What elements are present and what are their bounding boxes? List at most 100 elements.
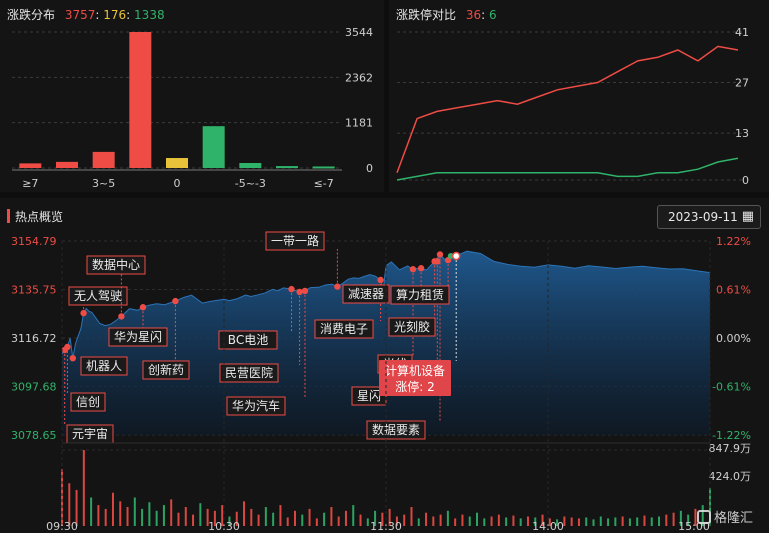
volume-bar	[250, 508, 253, 526]
title-accent-bar	[7, 209, 10, 223]
marker-label: 华为汽车	[232, 398, 280, 413]
marker-label-box	[265, 231, 325, 251]
tooltip-box	[379, 360, 451, 396]
dist-sep-1: :	[95, 8, 100, 22]
volume-bar	[228, 516, 231, 526]
volume-bar	[104, 508, 107, 526]
dist-y-tick: 0	[366, 162, 373, 175]
dist-x-tick: 3~5	[92, 177, 115, 190]
volume-bar	[192, 514, 195, 526]
volume-bar	[687, 514, 690, 526]
volume-bar	[170, 499, 173, 526]
marker-dot	[69, 354, 77, 362]
limit-title-row: 涨跌停对比 36: 6	[396, 6, 497, 23]
dist-bar	[166, 158, 188, 168]
volume-bar	[454, 518, 457, 526]
volume-bar	[439, 514, 442, 526]
dist-x-tick: 0	[174, 177, 181, 190]
hot-y-tick-left: 3078.65	[11, 429, 57, 442]
hot-x-tick: 11:30	[370, 520, 402, 533]
marker-dot-active	[451, 251, 461, 261]
marker-dot	[409, 266, 417, 273]
marker-dot	[434, 258, 441, 265]
volume-bar	[585, 517, 588, 526]
volume-bar	[570, 517, 573, 526]
volume-bar	[577, 518, 580, 526]
volume-bar	[563, 516, 566, 526]
hot-y-tick-left: 3116.72	[11, 332, 57, 345]
volume-bar	[133, 497, 136, 526]
marker-label-box	[226, 396, 286, 416]
volume-bar	[534, 517, 537, 526]
hot-y-tick-left: 3097.68	[11, 381, 57, 394]
volume-tick: 847.9万	[709, 442, 752, 455]
volume-bar	[235, 511, 238, 526]
marker-label: 数据要素	[372, 422, 420, 437]
marker-label-box	[70, 392, 106, 412]
dist-y-tick: 2362	[345, 71, 373, 84]
dist-bar	[202, 126, 225, 168]
volume-bar	[381, 512, 384, 526]
dist-bar	[239, 163, 262, 168]
volume-bar	[344, 510, 347, 526]
limit-y-tick: 0	[742, 174, 749, 187]
volume-bar	[468, 516, 471, 526]
volume-bar	[679, 510, 682, 526]
marker-dot	[118, 313, 125, 320]
volume-bar	[636, 517, 639, 526]
volume-bar	[352, 505, 355, 526]
marker-label: 消费电子	[320, 322, 368, 336]
volume-bar	[650, 517, 653, 526]
hot-x-tick: 09:30	[46, 520, 78, 533]
volume-bar	[155, 510, 158, 526]
volume-bar	[177, 512, 180, 526]
watermark: 格隆汇	[697, 507, 753, 526]
marker-label-box	[142, 360, 190, 380]
marker-label-box	[108, 327, 168, 347]
date-picker[interactable]: 2023-09-11 ▦	[657, 205, 761, 229]
marker-label: 创新药	[148, 362, 184, 377]
volume-bar	[643, 515, 646, 526]
hot-x-tick: 10:30	[208, 520, 240, 533]
volume-bar	[548, 518, 551, 526]
limit-up-count: 36	[465, 8, 482, 22]
volume-bar	[97, 505, 100, 526]
marker-dot	[334, 283, 341, 290]
volume-bar	[519, 518, 522, 526]
calendar-icon[interactable]: ▦	[741, 209, 754, 224]
hot-y-tick-right: 1.22%	[716, 235, 751, 248]
limit-y-tick: 13	[735, 127, 749, 140]
limit-title: 涨跌停对比	[396, 8, 457, 22]
dist-bar	[276, 166, 298, 169]
volume-bar	[432, 516, 435, 526]
marker-label: 减速器	[348, 287, 384, 301]
volume-bar	[621, 516, 624, 526]
marker-label: 星闪	[357, 389, 381, 403]
volume-bar	[279, 505, 282, 526]
volume-bar	[330, 507, 333, 526]
marker-label: 华为星闪	[114, 330, 162, 344]
marker-label-box	[342, 284, 390, 304]
hot-y-tick-right: -0.61%	[712, 381, 751, 394]
marker-label-box	[366, 420, 426, 440]
marker-dot	[139, 304, 147, 311]
watermark-text: 格隆汇	[714, 511, 754, 526]
marker-label-box	[68, 286, 128, 306]
hot-y-tick-right: -1.22%	[712, 429, 751, 442]
marker-label: 机器人	[86, 359, 122, 373]
marker-dot	[377, 276, 384, 284]
marker-dot	[436, 251, 444, 258]
volume-bar	[628, 518, 631, 526]
marker-label-box	[218, 330, 278, 350]
volume-bar	[541, 514, 544, 526]
volume-bar	[483, 518, 486, 526]
hot-overview-chart: 3154.79 1.22% 3135.75 0.61% 3116.72 0.00% 3097…	[11, 231, 752, 533]
volume-bar	[526, 516, 529, 526]
marker-label-box	[80, 356, 128, 376]
dist-bar	[56, 161, 78, 168]
volume-bar	[199, 503, 202, 526]
volume-bar	[148, 502, 151, 526]
dist-x-tick: -5~-3	[235, 177, 266, 190]
volume-bar	[162, 505, 165, 526]
distribution-chart: 3544 2362 1181 0 ≥7 3~5 0 -5~-3 ≤-7	[12, 26, 373, 190]
